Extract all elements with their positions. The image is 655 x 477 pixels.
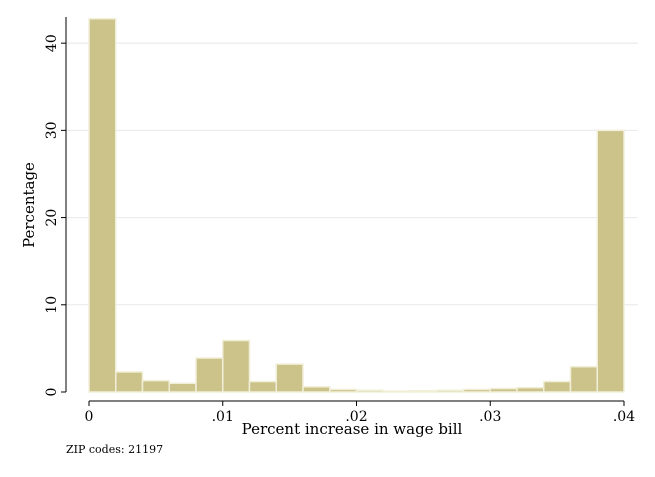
histogram-bar [382, 390, 411, 393]
histogram-bar [436, 389, 465, 393]
histogram-bar [569, 365, 598, 393]
axes [65, 17, 624, 402]
histogram-bar [409, 389, 438, 393]
histogram-bar [275, 363, 304, 393]
x-axis-title: Percent increase in wage bill [242, 420, 463, 438]
histogram-bar [115, 371, 144, 393]
x-tick-label: .02 [345, 409, 367, 425]
histogram-bar [596, 129, 625, 393]
y-tick-label: 40 [44, 34, 60, 52]
histogram-bar [88, 17, 117, 393]
histogram-bar [355, 389, 384, 393]
histogram-bar [168, 382, 197, 393]
histogram-bar [141, 379, 170, 393]
histogram-bar [543, 380, 572, 393]
histogram-bar [329, 388, 358, 393]
histogram-bar [489, 387, 518, 393]
histogram-bar [516, 386, 545, 393]
histogram-bar [195, 357, 224, 393]
y-tick-label: 10 [44, 296, 60, 314]
y-tick-label: 30 [44, 121, 60, 139]
histogram-bar [462, 388, 491, 393]
histogram-bars [88, 17, 625, 393]
grid-lines [66, 42, 638, 306]
x-tick-label: .01 [212, 409, 234, 425]
histogram-bar [222, 339, 251, 393]
histogram-bar [248, 380, 277, 393]
y-axis-title: Percentage [20, 162, 38, 248]
x-tick-label: .03 [479, 409, 501, 425]
x-tick-label: 0 [85, 409, 94, 425]
chart-note: ZIP codes: 21197 [66, 443, 163, 456]
x-tick-label: .04 [613, 409, 635, 425]
y-tick-label: 20 [44, 209, 60, 227]
y-tick-label: 0 [44, 388, 60, 397]
histogram-bar [302, 386, 331, 393]
y-ticks: 0 10 20 30 40 [44, 34, 66, 396]
x-ticks: 0 .01 .02 .03 .04 [85, 401, 635, 425]
